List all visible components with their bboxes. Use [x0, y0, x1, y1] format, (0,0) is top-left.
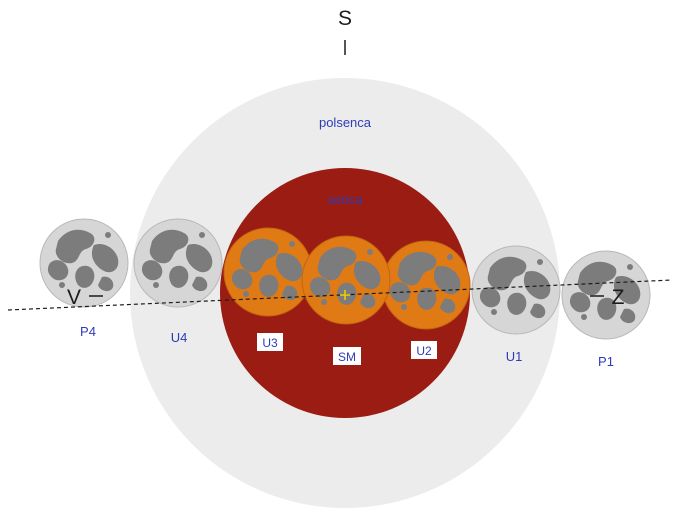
contact-box-u2: U2 [411, 341, 437, 359]
contact-label-u3: U3 [262, 336, 278, 350]
contact-label-u2: U2 [416, 344, 432, 358]
shadow-center-marker [340, 290, 350, 300]
contact-label-p4: P4 [80, 324, 96, 339]
contact-box-sm: SM [333, 347, 361, 365]
direction-label-left: V [67, 286, 81, 309]
direction-label-right: Z [612, 286, 625, 309]
moon-p1 [561, 250, 651, 340]
contact-label-u4: U4 [171, 330, 188, 345]
moon-u4 [133, 218, 223, 308]
contact-box-u3: U3 [257, 333, 283, 351]
moon-u1 [471, 245, 561, 335]
contact-label-u1: U1 [506, 349, 523, 364]
direction-label-top: S [338, 7, 352, 30]
umbra-label: senca [328, 192, 363, 207]
moon-u3 [223, 227, 313, 317]
contact-label-p1: P1 [598, 354, 614, 369]
penumbra-label: polsenca [319, 115, 372, 130]
moon-p4 [39, 218, 129, 308]
moon-u2 [381, 240, 471, 330]
moon-sm [301, 235, 391, 325]
contact-label-sm: SM [338, 350, 356, 364]
